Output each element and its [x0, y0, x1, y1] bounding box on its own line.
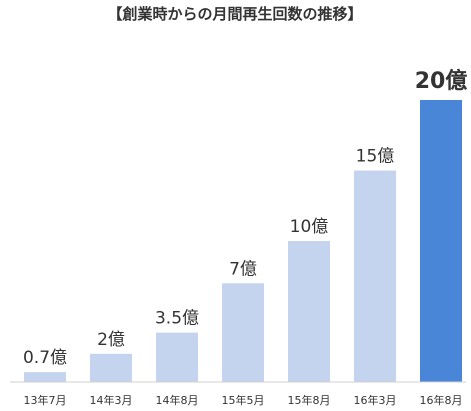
bar-5: [354, 170, 396, 382]
value-label-2: 3.5億: [155, 309, 199, 329]
value-label-5: 15億: [356, 147, 395, 167]
value-label-6: 20億: [415, 68, 468, 94]
chart-title: 【創業時からの月間再生回数の推移】: [107, 5, 362, 23]
x-tick-label-6: 16年8月: [420, 393, 463, 407]
bar-6: [420, 100, 462, 382]
bar-4: [288, 241, 330, 382]
bar-1: [90, 353, 132, 382]
bar-2: [156, 332, 198, 382]
bar-0: [24, 372, 66, 382]
x-tick-label-0: 13年7月: [24, 393, 67, 407]
value-label-0: 0.7億: [23, 348, 67, 368]
bars-group: [24, 100, 462, 382]
x-tick-label-4: 15年8月: [288, 393, 331, 407]
x-tick-label-5: 16年3月: [354, 393, 397, 407]
x-tick-label-3: 15年5月: [222, 393, 265, 407]
x-tick-label-2: 14年8月: [156, 393, 199, 407]
value-label-3: 7億: [229, 259, 257, 279]
bar-3: [222, 283, 264, 382]
value-label-4: 10億: [290, 217, 329, 237]
value-label-1: 2億: [97, 330, 125, 350]
x-tick-labels-group: 13年7月 14年3月 14年8月 15年5月 15年8月 16年3月 16年8月: [24, 393, 463, 407]
value-labels-group: 0.7億 2億 3.5億 7億 10億 15億 20億: [23, 68, 467, 368]
x-tick-label-1: 14年3月: [90, 393, 133, 407]
